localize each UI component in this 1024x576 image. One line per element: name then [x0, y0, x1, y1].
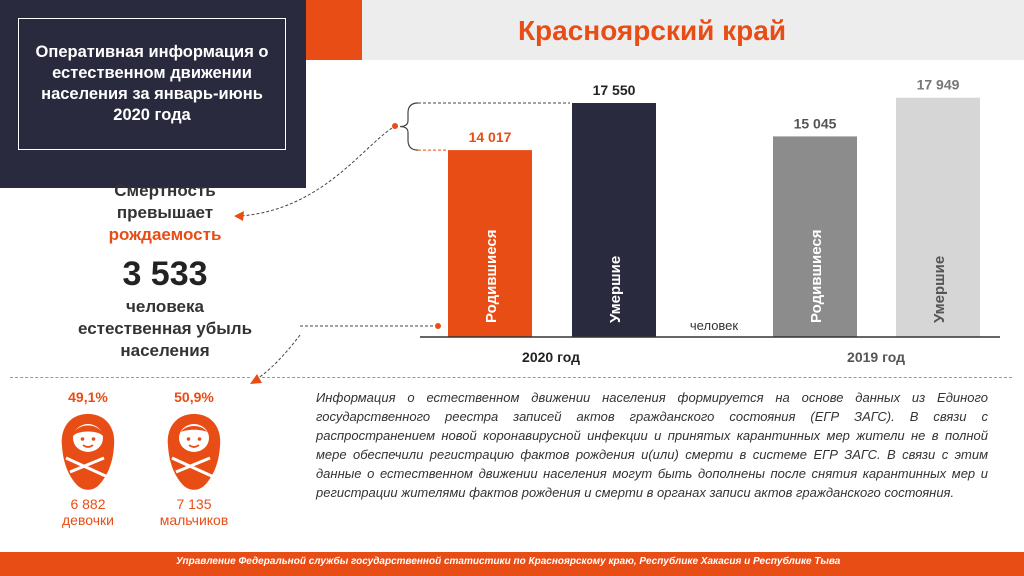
summary-sub-3: населения	[120, 341, 210, 360]
bar-category-label: Родившиеся	[808, 229, 825, 323]
bar-value-label: 14 017	[469, 129, 512, 145]
chart-bars: 14 017 Родившиеся 17 550 Умершие 15 045 Родив…	[448, 77, 980, 338]
girls-label: девочки	[62, 512, 114, 528]
baby-girl-icon	[61, 414, 115, 490]
bar-category-label: Умершие	[607, 256, 624, 323]
bar-value-label: 15 045	[794, 115, 837, 131]
bracket-curl	[399, 102, 419, 151]
footer-bar: Управление Федеральной службы государств…	[0, 552, 1024, 576]
summary-line-1: Смертность	[114, 181, 216, 200]
info-paragraph: Информация о естественном движении насел…	[316, 390, 988, 500]
baby-boy-icon	[167, 414, 221, 490]
section-divider-right	[262, 377, 1012, 378]
boys-percent: 50,9%	[174, 389, 214, 405]
bar-value-label: 17 550	[593, 82, 636, 98]
boys-block: 50,9% 7 135 мальчиков	[144, 388, 244, 528]
girls-block: 49,1% 6 882 девочки	[38, 388, 138, 528]
group-label-2019: 2019 год	[847, 349, 905, 365]
bar-category-label: Умершие	[931, 256, 948, 323]
boys-label: мальчиков	[159, 512, 229, 528]
region-title: Красноярский край	[517, 15, 787, 46]
summary-line-3: рождаемость	[108, 225, 222, 244]
number-dot	[435, 323, 441, 329]
summary-sub-2: естественная убыль	[77, 319, 253, 338]
girls-count: 6 882	[70, 496, 106, 512]
summary-line-2: превышает	[116, 203, 214, 222]
summary-sub-1: человека	[126, 297, 204, 316]
natural-decrease-number: 3 533	[122, 255, 208, 293]
bracket-dot	[392, 123, 398, 129]
unit-label: человек	[690, 318, 739, 333]
bar-2020-год-1	[572, 103, 656, 337]
header-strip	[362, 0, 1024, 60]
bar-2019-год-1	[896, 97, 980, 338]
footer-text: Управление Федеральной службы государств…	[176, 556, 841, 567]
bar-2019-год-0	[773, 136, 857, 337]
bar-value-label: 17 949	[917, 77, 960, 93]
boys-count: 7 135	[176, 496, 212, 512]
title-panel: Оперативная информация о естественном дв…	[0, 0, 306, 188]
summary-block: Смертность превышает рождаемость 3 533 ч…	[40, 180, 290, 362]
girls-percent: 49,1%	[68, 389, 108, 405]
bar-category-label: Родившиеся	[483, 229, 500, 323]
section-divider-left	[10, 377, 250, 378]
title-frame: Оперативная информация о естественном дв…	[18, 18, 286, 150]
group-label-2020: 2020 год	[522, 349, 580, 365]
bar-2020-год-0	[448, 150, 532, 337]
difference-bracket	[418, 102, 570, 151]
arrow-head-gender	[250, 374, 262, 384]
page-title: Оперативная информация о естественном дв…	[35, 43, 269, 124]
